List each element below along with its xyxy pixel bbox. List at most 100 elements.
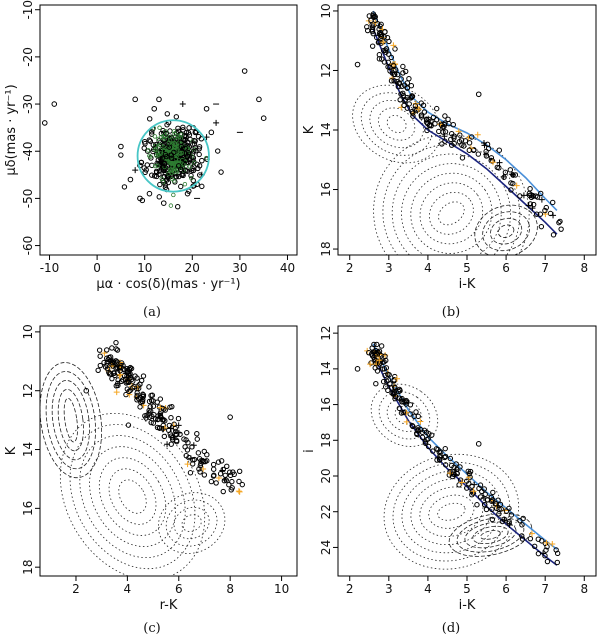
x-tick-label-a: 30 <box>232 261 247 275</box>
star-point <box>395 71 401 78</box>
star-point <box>197 463 204 469</box>
star-point <box>404 105 411 111</box>
star-point <box>554 559 560 566</box>
star-plus-orange <box>447 470 454 477</box>
cluster-point <box>160 127 166 134</box>
star-point <box>126 388 132 395</box>
caption-d: (d) <box>442 621 460 636</box>
star-point <box>456 482 462 488</box>
star-plus <box>496 159 503 166</box>
star-point <box>134 390 140 396</box>
cluster-point <box>149 129 155 135</box>
star-point <box>402 68 409 75</box>
star-plus-orange <box>113 389 120 396</box>
star-plus-orange <box>126 391 133 398</box>
star-plus <box>550 212 557 219</box>
caption-c: (c) <box>143 621 160 636</box>
star-point <box>201 448 207 455</box>
star-point <box>144 412 150 418</box>
outlier-point <box>141 138 148 145</box>
x-tick-label-b: 3 <box>385 261 393 275</box>
member-point <box>175 147 180 152</box>
outlier-point <box>151 105 158 112</box>
star-plus-orange <box>367 361 374 368</box>
star-point <box>485 145 492 152</box>
star-point <box>407 411 413 417</box>
star-point <box>419 434 426 441</box>
member-point <box>146 148 151 153</box>
field-point <box>189 141 196 148</box>
cluster-point <box>164 111 170 117</box>
star-point <box>439 141 445 147</box>
star-point <box>196 466 202 472</box>
star-point <box>424 117 430 123</box>
outlier-point <box>208 129 215 136</box>
star-point <box>437 454 443 460</box>
star-point <box>481 501 488 508</box>
star-point <box>398 76 404 82</box>
star-point <box>229 478 235 485</box>
member-point <box>178 151 183 156</box>
star-point <box>208 478 215 485</box>
density-contour-c <box>79 435 186 559</box>
field-point <box>150 142 156 148</box>
star-point <box>543 204 549 211</box>
star-point <box>366 13 373 19</box>
star-point <box>210 461 217 468</box>
isolated-point <box>382 28 388 35</box>
star-point <box>369 43 376 49</box>
star-point <box>148 419 154 426</box>
star-point <box>156 404 163 410</box>
star-point <box>434 105 440 112</box>
star-point <box>489 516 496 523</box>
field-point <box>180 172 186 179</box>
y-tick-label-d: 14 <box>319 361 333 376</box>
member-point <box>170 164 175 169</box>
member-point <box>172 134 177 140</box>
star-point <box>120 377 126 383</box>
star-point <box>501 516 507 522</box>
star-point <box>469 134 475 140</box>
star-plus-orange <box>184 461 191 468</box>
star-point <box>371 354 377 360</box>
density-contour-d <box>464 521 517 549</box>
star-point <box>538 223 545 230</box>
star-point <box>493 501 499 507</box>
star-point <box>474 502 480 508</box>
y-tick-label-d: 18 <box>319 433 333 448</box>
isolated-point <box>475 91 482 98</box>
star-plus-orange <box>417 418 424 425</box>
star-point <box>217 471 224 477</box>
star-plus-orange <box>403 409 410 416</box>
star-point <box>488 494 495 501</box>
isolated-point <box>354 61 361 68</box>
star-plus-orange <box>437 121 444 128</box>
star-point <box>449 473 456 480</box>
star-point <box>490 489 496 496</box>
star-plus <box>506 521 513 528</box>
star-point <box>538 190 544 197</box>
cluster-point <box>158 166 165 172</box>
star-point <box>477 482 484 488</box>
star-point <box>459 155 466 161</box>
star-point <box>388 78 395 84</box>
density-contour-d <box>370 383 439 447</box>
y-axis-label-d: i <box>302 449 317 453</box>
member-point <box>156 136 161 142</box>
star-point <box>425 436 431 442</box>
star-plus-orange <box>489 159 496 166</box>
member-point <box>167 138 173 143</box>
y-tick-label-a: -50 <box>21 189 35 209</box>
star-point <box>371 349 378 355</box>
density-contour-d <box>472 525 509 545</box>
star-point <box>400 70 406 76</box>
density-contour-d <box>394 406 415 425</box>
star-point <box>384 378 390 384</box>
member-point <box>160 179 166 185</box>
x-tick-label-d: 7 <box>541 582 549 596</box>
star-point <box>397 97 403 103</box>
star-point <box>453 461 459 467</box>
x-tick-label-b: 4 <box>424 261 432 275</box>
star-point <box>173 431 179 437</box>
star-point <box>140 393 146 400</box>
